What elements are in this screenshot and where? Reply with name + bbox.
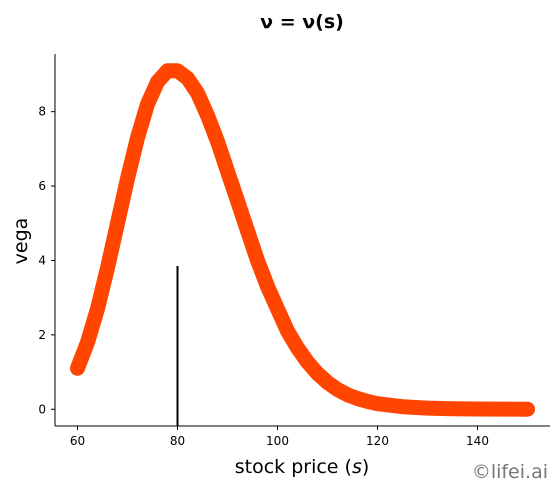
y-tick-label: 8 xyxy=(38,105,46,119)
y-tick-label: 2 xyxy=(38,328,46,342)
plot-area xyxy=(70,63,535,426)
x-tick-label: 100 xyxy=(266,434,289,448)
x-axis-label-variable: s xyxy=(352,456,362,478)
x-ticks: 60 80 100 120 140 xyxy=(70,426,489,448)
vega-series-line xyxy=(70,63,535,417)
watermark: ©lifei.ai xyxy=(472,461,548,483)
x-tick-label: 120 xyxy=(366,434,389,448)
y-tick-label: 6 xyxy=(38,179,46,193)
x-tick-label: 140 xyxy=(466,434,489,448)
x-axis-label-close: ) xyxy=(362,456,369,478)
x-axis-label: stock price (s) xyxy=(235,456,370,478)
x-axis-label-text: stock price ( xyxy=(235,456,352,478)
y-tick-label: 0 xyxy=(38,402,46,416)
chart-title: ν = ν(s) xyxy=(260,11,344,33)
y-axis-label: vega xyxy=(10,218,32,265)
y-ticks: 0 2 4 6 8 xyxy=(38,105,55,416)
x-tick-label: 80 xyxy=(170,434,185,448)
y-tick-label: 4 xyxy=(38,253,46,267)
x-tick-label: 60 xyxy=(70,434,85,448)
